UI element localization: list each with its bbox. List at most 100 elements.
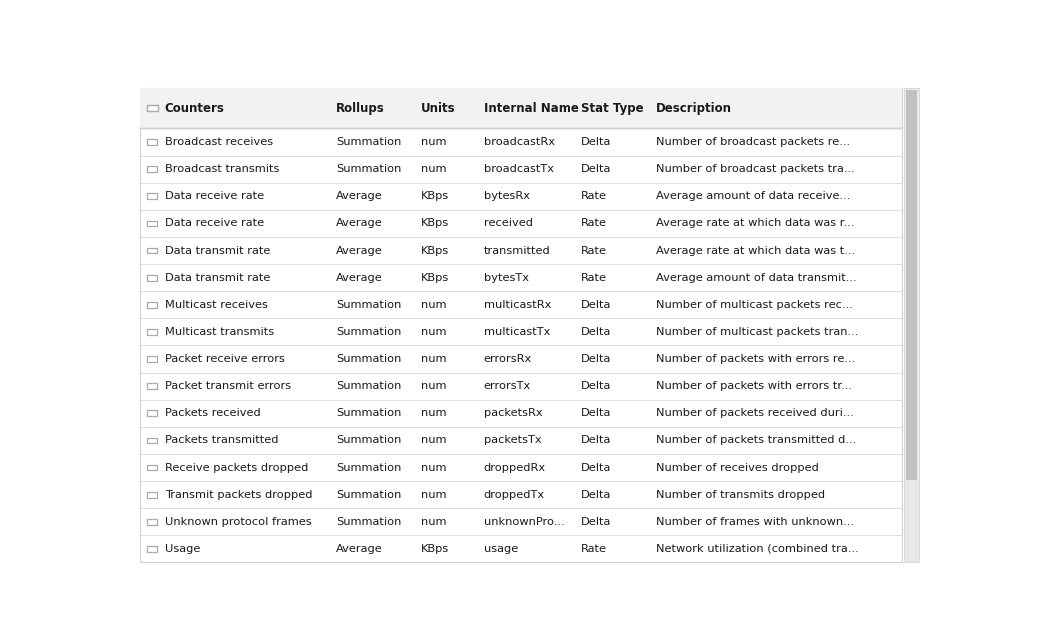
Text: errorsRx: errorsRx <box>484 354 532 364</box>
Text: Average: Average <box>336 544 383 554</box>
Text: Average: Average <box>336 191 383 202</box>
Text: Average rate at which data was t...: Average rate at which data was t... <box>656 245 855 256</box>
Text: Summation: Summation <box>336 490 402 499</box>
Text: bytesTx: bytesTx <box>484 273 529 282</box>
Text: num: num <box>422 354 447 364</box>
Text: droppedRx: droppedRx <box>484 462 546 473</box>
Text: Delta: Delta <box>582 137 612 147</box>
Text: KBps: KBps <box>422 544 450 554</box>
Text: num: num <box>422 327 447 337</box>
Text: Data transmit rate: Data transmit rate <box>165 273 270 282</box>
Text: Rate: Rate <box>582 191 608 202</box>
Text: Rollups: Rollups <box>336 101 385 115</box>
Text: Summation: Summation <box>336 354 402 364</box>
Text: Stat Type: Stat Type <box>582 101 644 115</box>
Text: Number of transmits dropped: Number of transmits dropped <box>656 490 825 499</box>
Text: num: num <box>422 164 447 174</box>
Text: Delta: Delta <box>582 300 612 310</box>
Text: droppedTx: droppedTx <box>484 490 545 499</box>
Text: Delta: Delta <box>582 408 612 419</box>
Text: Number of packets transmitted d...: Number of packets transmitted d... <box>656 435 856 446</box>
Text: Summation: Summation <box>336 327 402 337</box>
Bar <box>147 105 158 111</box>
Text: Rate: Rate <box>582 273 608 282</box>
Bar <box>147 438 157 443</box>
Bar <box>147 275 157 281</box>
Text: Packets transmitted: Packets transmitted <box>165 435 278 446</box>
Text: Units: Units <box>422 101 456 115</box>
Text: Delta: Delta <box>582 435 612 446</box>
Bar <box>140 88 902 128</box>
Text: num: num <box>422 517 447 527</box>
Bar <box>906 91 916 480</box>
Text: Number of frames with unknown...: Number of frames with unknown... <box>656 517 854 527</box>
Text: packetsTx: packetsTx <box>484 435 542 446</box>
Text: Number of packets received duri...: Number of packets received duri... <box>656 408 854 419</box>
Text: Number of broadcast packets re...: Number of broadcast packets re... <box>656 137 850 147</box>
Text: Rate: Rate <box>582 544 608 554</box>
Text: num: num <box>422 435 447 446</box>
Text: transmitted: transmitted <box>484 245 550 256</box>
Text: Data receive rate: Data receive rate <box>165 218 264 229</box>
Text: Data transmit rate: Data transmit rate <box>165 245 270 256</box>
Bar <box>147 465 157 471</box>
Text: Average rate at which data was r...: Average rate at which data was r... <box>656 218 855 229</box>
Text: Number of packets with errors tr...: Number of packets with errors tr... <box>656 381 851 391</box>
Text: Usage: Usage <box>165 544 200 554</box>
Text: Number of packets with errors re...: Number of packets with errors re... <box>656 354 855 364</box>
Text: num: num <box>422 408 447 419</box>
Text: Broadcast transmits: Broadcast transmits <box>165 164 279 174</box>
Text: Average amount of data transmit...: Average amount of data transmit... <box>656 273 857 282</box>
Text: num: num <box>422 137 447 147</box>
Text: num: num <box>422 381 447 391</box>
Text: Description: Description <box>656 101 732 115</box>
Text: num: num <box>422 300 447 310</box>
Text: received: received <box>484 218 532 229</box>
Text: num: num <box>422 462 447 473</box>
Text: Broadcast receives: Broadcast receives <box>165 137 273 147</box>
Text: Average amount of data receive...: Average amount of data receive... <box>656 191 850 202</box>
Text: Number of receives dropped: Number of receives dropped <box>656 462 819 473</box>
Text: Number of multicast packets rec...: Number of multicast packets rec... <box>656 300 852 310</box>
Text: packetsRx: packetsRx <box>484 408 543 419</box>
Text: Internal Name: Internal Name <box>484 101 578 115</box>
Text: unknownPro...: unknownPro... <box>484 517 565 527</box>
Text: Transmit packets dropped: Transmit packets dropped <box>165 490 313 499</box>
Bar <box>147 410 157 416</box>
Text: Delta: Delta <box>582 517 612 527</box>
Text: multicastTx: multicastTx <box>484 327 550 337</box>
Text: Delta: Delta <box>582 354 612 364</box>
Text: Delta: Delta <box>582 381 612 391</box>
Text: Rate: Rate <box>582 245 608 256</box>
Text: Summation: Summation <box>336 462 402 473</box>
Text: Delta: Delta <box>582 490 612 499</box>
Text: broadcastTx: broadcastTx <box>484 164 553 174</box>
Text: KBps: KBps <box>422 245 450 256</box>
Text: Summation: Summation <box>336 164 402 174</box>
Bar <box>147 221 157 226</box>
Text: num: num <box>422 490 447 499</box>
Text: errorsTx: errorsTx <box>484 381 531 391</box>
Text: Counters: Counters <box>165 101 225 115</box>
Text: Data receive rate: Data receive rate <box>165 191 264 202</box>
Text: Packets received: Packets received <box>165 408 260 419</box>
Bar <box>147 166 157 172</box>
Text: KBps: KBps <box>422 191 450 202</box>
Bar <box>904 88 918 562</box>
Bar <box>147 383 157 389</box>
Text: bytesRx: bytesRx <box>484 191 529 202</box>
Bar <box>147 492 157 498</box>
Text: Average: Average <box>336 218 383 229</box>
Text: Summation: Summation <box>336 435 402 446</box>
Text: KBps: KBps <box>422 218 450 229</box>
Text: Delta: Delta <box>582 327 612 337</box>
Text: Delta: Delta <box>582 164 612 174</box>
Text: Packet transmit errors: Packet transmit errors <box>165 381 291 391</box>
Text: Average: Average <box>336 245 383 256</box>
Text: Summation: Summation <box>336 137 402 147</box>
Text: Number of broadcast packets tra...: Number of broadcast packets tra... <box>656 164 855 174</box>
Text: multicastRx: multicastRx <box>484 300 551 310</box>
Text: Average: Average <box>336 273 383 282</box>
Bar <box>147 329 157 334</box>
Text: Number of multicast packets tran...: Number of multicast packets tran... <box>656 327 858 337</box>
